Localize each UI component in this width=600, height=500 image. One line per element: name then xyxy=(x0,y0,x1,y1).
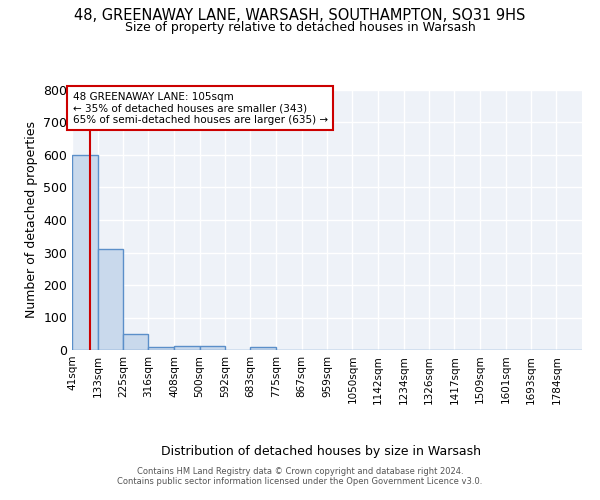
Y-axis label: Number of detached properties: Number of detached properties xyxy=(25,122,38,318)
Text: 48 GREENAWAY LANE: 105sqm
← 35% of detached houses are smaller (343)
65% of semi: 48 GREENAWAY LANE: 105sqm ← 35% of detac… xyxy=(73,92,328,125)
Bar xyxy=(148,347,174,350)
Bar xyxy=(72,155,98,350)
Bar xyxy=(98,249,123,350)
Text: Size of property relative to detached houses in Warsash: Size of property relative to detached ho… xyxy=(125,21,475,34)
Text: Contains HM Land Registry data © Crown copyright and database right 2024.: Contains HM Land Registry data © Crown c… xyxy=(137,467,463,476)
Text: 48, GREENAWAY LANE, WARSASH, SOUTHAMPTON, SO31 9HS: 48, GREENAWAY LANE, WARSASH, SOUTHAMPTON… xyxy=(74,8,526,22)
Text: Contains public sector information licensed under the Open Government Licence v3: Contains public sector information licen… xyxy=(118,477,482,486)
Bar xyxy=(200,346,225,350)
Bar xyxy=(250,348,276,350)
Bar xyxy=(123,334,148,350)
Text: Distribution of detached houses by size in Warsash: Distribution of detached houses by size … xyxy=(161,444,481,458)
Bar xyxy=(174,346,200,350)
